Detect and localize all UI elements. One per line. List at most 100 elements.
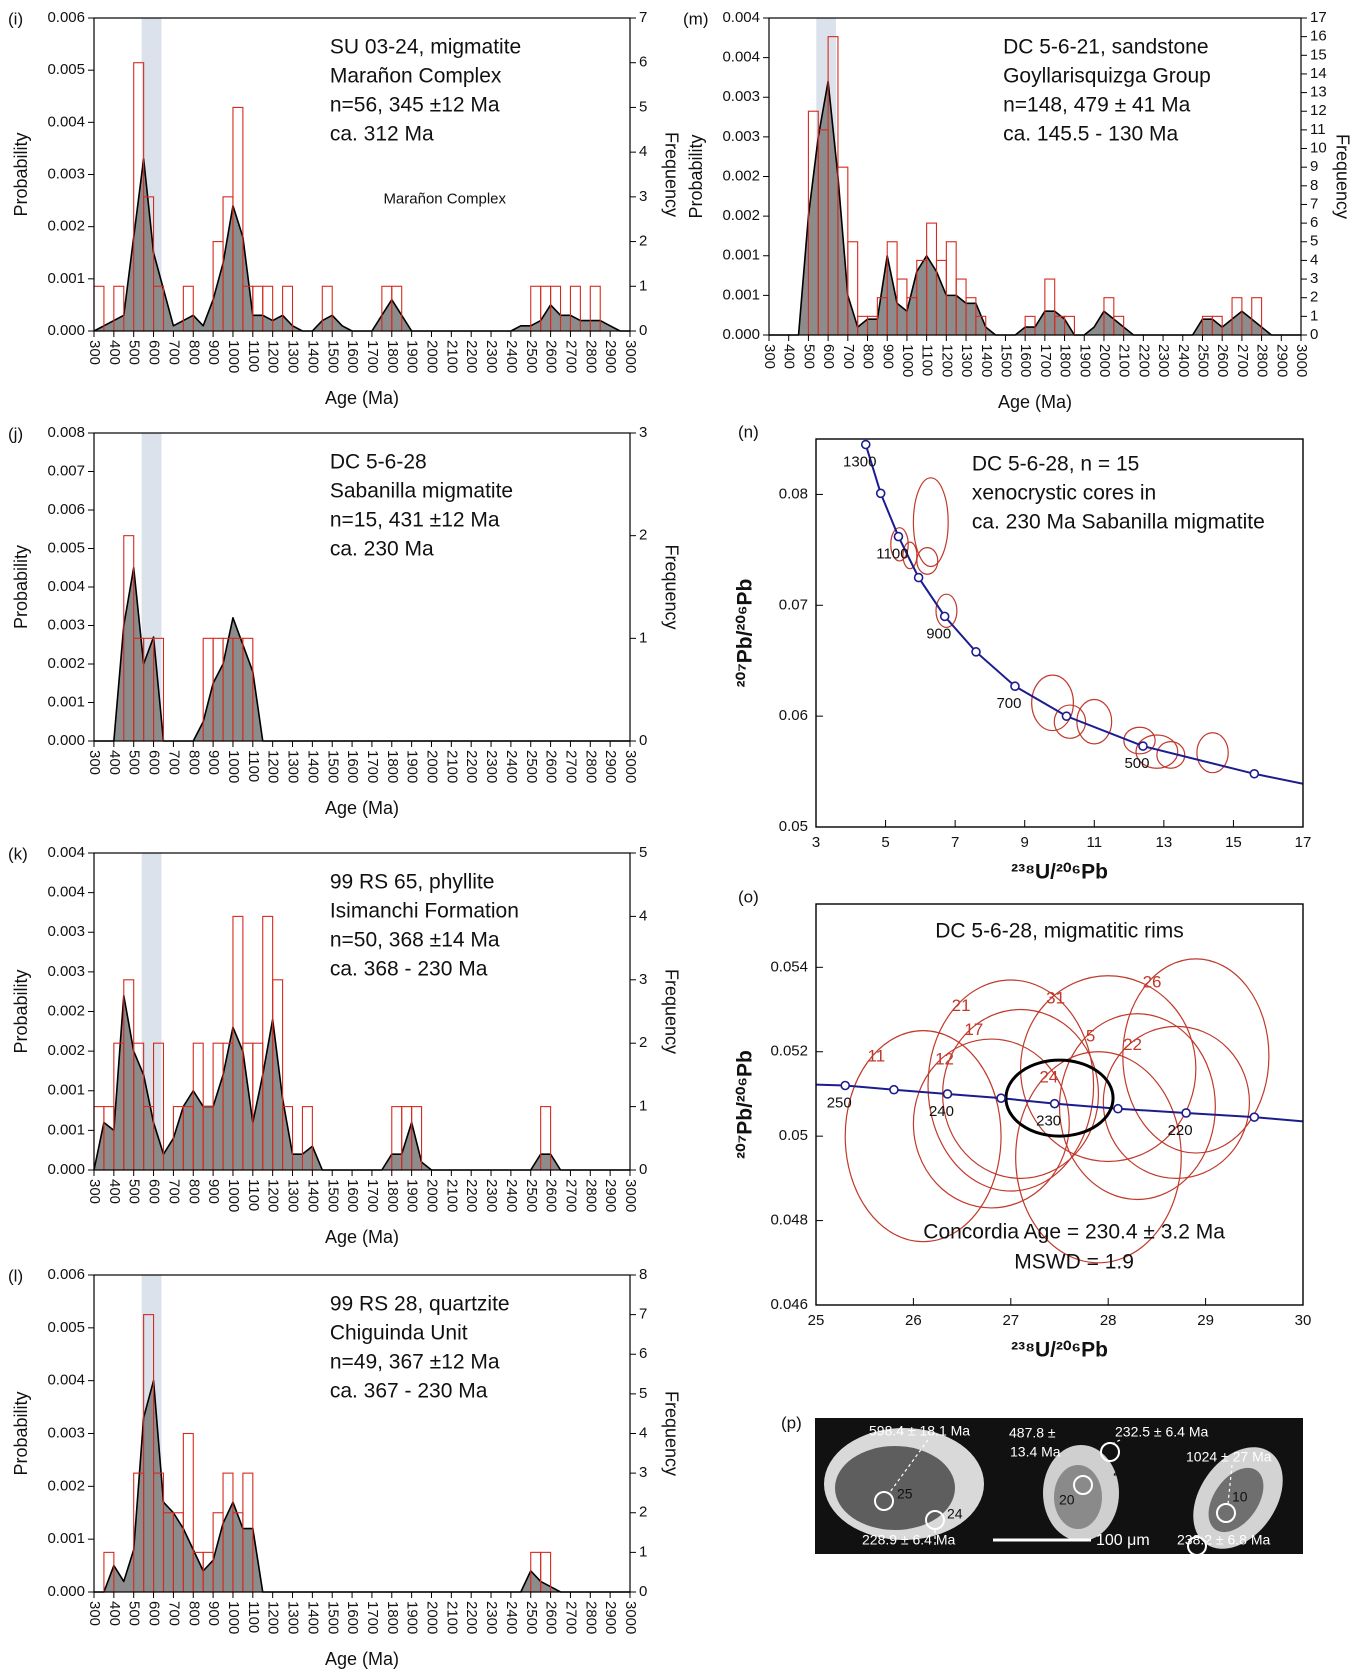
x-tick-label: 2500 (523, 1179, 540, 1212)
x-tick-label: 2000 (424, 340, 441, 373)
age-marker-label: 240 (929, 1103, 954, 1120)
y2-tick-label: 5 (639, 98, 647, 115)
error-ellipse (912, 477, 949, 568)
x-axis-title: Age (Ma) (998, 392, 1072, 412)
x-tick-label: 400 (106, 750, 123, 775)
ellipse-label: 26 (1143, 973, 1162, 992)
panel-label: (j) (8, 424, 23, 443)
age-marker (939, 611, 950, 622)
panel-label: (k) (8, 844, 28, 863)
concordia-curve (816, 1083, 1303, 1123)
annotation: SU 03-24, migmatite (330, 36, 521, 59)
age-label: 13.4 Ma (1010, 1444, 1061, 1460)
ellipse-label: 24 (1039, 1068, 1058, 1087)
age-marker-label: 700 (996, 695, 1021, 712)
x-tick-label: 13 (1156, 834, 1173, 851)
age-marker-label: 1100 (876, 546, 908, 563)
annotation: 99 RS 65, phyllite (330, 871, 495, 894)
x-tick-label: 2200 (463, 750, 480, 783)
y-axis-title: ²⁰⁷Pb/²⁰⁶Pb (734, 579, 757, 688)
x-tick-label: 1000 (899, 344, 916, 377)
probability-curve (94, 1379, 630, 1593)
x-tick-label: 600 (146, 340, 163, 365)
x-tick-label: 300 (761, 344, 778, 369)
y-tick-label: 0.048 (770, 1212, 808, 1229)
x-axis-title: Age (Ma) (325, 798, 399, 818)
x-tick-label: 2800 (1254, 344, 1271, 377)
y2-tick-label: 3 (639, 971, 647, 988)
annotation: ca. 368 - 230 Ma (330, 958, 488, 981)
age-label: 228.9 ± 6.4 Ma (862, 1532, 956, 1548)
annotation: Isimanchi Formation (330, 900, 519, 923)
y2-tick-label: 12 (1310, 102, 1327, 119)
y-axis-title: ²⁰⁷Pb/²⁰⁶Pb (734, 1050, 757, 1159)
x-tick-label: 2900 (602, 1601, 619, 1634)
y-tick-label: 0.004 (47, 578, 85, 595)
zircon-core (1208, 1467, 1264, 1533)
spot-label: 20 (1059, 1492, 1075, 1508)
y2-tick-label: 0 (1310, 326, 1318, 343)
age-marker-label: 900 (926, 625, 951, 642)
leader-line (889, 1439, 929, 1493)
y2-tick-label: 4 (639, 907, 647, 924)
age-marker-label: 250 (827, 1094, 852, 1111)
age-marker (1181, 1108, 1191, 1118)
annotation: Chiguinda Unit (330, 1322, 468, 1345)
x-tick-label: 2800 (582, 1601, 599, 1634)
y-tick-label: 0.003 (722, 88, 760, 105)
y2-tick-label: 15 (1310, 46, 1327, 63)
x-tick-label: 2500 (523, 340, 540, 373)
x-tick-label: 1300 (958, 344, 975, 377)
x-tick-label: 2100 (1116, 344, 1133, 377)
x-tick-label: 1500 (324, 750, 341, 783)
x-tick-label: 500 (126, 1601, 143, 1626)
y2-tick-label: 1 (1310, 307, 1318, 324)
y-tick-label: 0.054 (770, 958, 808, 975)
annotation: n=15, 431 ±12 Ma (330, 509, 500, 532)
x-tick-label: 700 (165, 750, 182, 775)
x-tick-label: 2200 (1135, 344, 1152, 377)
x-tick-label: 400 (106, 1601, 123, 1626)
x-tick-label: 1300 (285, 750, 302, 783)
y2-tick-label: 6 (639, 1345, 647, 1362)
x-tick-label: 2000 (424, 1601, 441, 1634)
x-tick-label: 9 (1021, 834, 1029, 851)
y2-tick-label: 8 (1310, 177, 1318, 194)
x-tick-label: 1600 (1017, 344, 1034, 377)
panel-label: (l) (8, 1266, 23, 1285)
x-tick-label: 1700 (1037, 344, 1054, 377)
x-tick-label: 2100 (443, 1601, 460, 1634)
y-tick-label: 0.008 (47, 424, 85, 441)
x-tick-label: 3000 (622, 1601, 639, 1634)
x-tick-label: 3 (812, 834, 820, 851)
spot (1100, 1442, 1120, 1462)
y-tick-label: 0.001 (47, 1530, 85, 1547)
y-tick-label: 0.07 (779, 596, 808, 613)
error-ellipse (1058, 1013, 1216, 1201)
y-tick-label: 0.003 (47, 923, 85, 940)
y-tick-label: 0.001 (47, 693, 85, 710)
age-marker-label: 500 (1124, 755, 1149, 772)
y2-tick-label: 11 (1310, 121, 1326, 138)
x-tick-label: 300 (86, 1601, 103, 1626)
y2-tick-label: 3 (1310, 270, 1318, 287)
panel-label: (o) (738, 887, 759, 906)
x-axis-title: Age (Ma) (325, 1649, 399, 1669)
error-ellipse (1135, 734, 1179, 769)
x-tick-label: 2300 (483, 1601, 500, 1634)
annotation: DC 5-6-28, n = 15 (972, 453, 1140, 476)
x-tick-label: 2800 (582, 750, 599, 783)
y-tick-label: 0.052 (770, 1043, 808, 1060)
y2-tick-label: 4 (639, 1424, 647, 1441)
y-tick-label: 0.004 (722, 9, 760, 26)
y-tick-label: 0.001 (47, 270, 85, 287)
age-marker (996, 1093, 1006, 1103)
x-tick-label: 2400 (503, 750, 520, 783)
age-marker-label: 230 (1036, 1113, 1061, 1130)
x-tick-label: 1900 (1076, 344, 1093, 377)
probability-curve (769, 80, 1301, 336)
age-marker (875, 488, 886, 499)
x-tick-label: 1400 (978, 344, 995, 377)
x-tick-label: 2600 (543, 750, 560, 783)
